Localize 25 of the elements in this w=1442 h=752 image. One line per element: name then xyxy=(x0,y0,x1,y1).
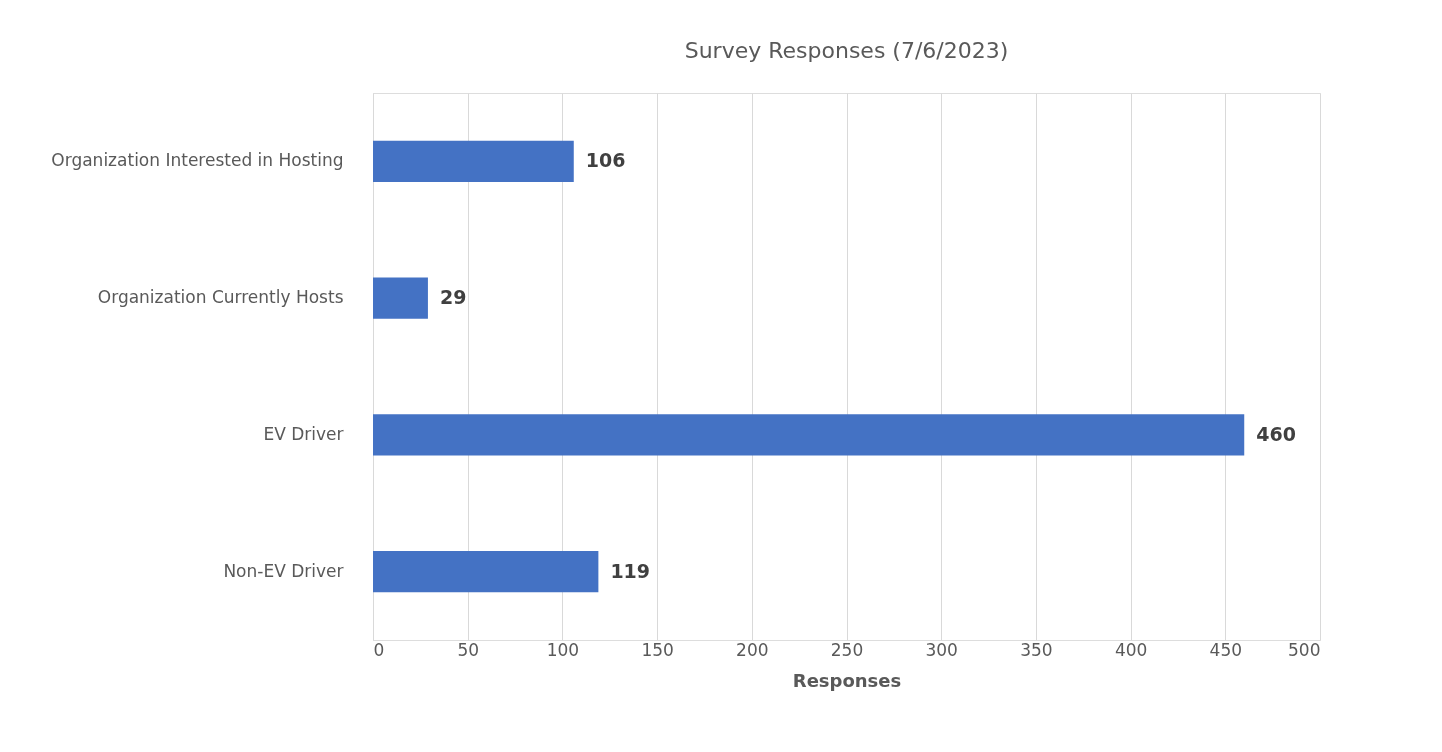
y-tick-label: EV Driver xyxy=(263,423,344,444)
x-tick-label: 450 xyxy=(1209,639,1243,660)
x-tick-label: 0 xyxy=(373,639,385,660)
data-label: 106 xyxy=(585,149,626,172)
x-tick-label: 350 xyxy=(1020,639,1053,660)
x-axis-title: Responses xyxy=(792,669,902,691)
y-tick-label: Organization Currently Hosts xyxy=(97,287,344,308)
bar xyxy=(373,277,428,319)
x-tick-label: 250 xyxy=(830,639,864,660)
x-tick-label: 500 xyxy=(1288,639,1321,660)
data-label: 119 xyxy=(610,559,651,582)
x-tick-label: 50 xyxy=(457,639,480,660)
bar xyxy=(373,140,574,182)
x-tick-label: 400 xyxy=(1114,639,1148,660)
x-tick-label: 100 xyxy=(546,639,580,660)
data-label: 460 xyxy=(1256,422,1296,445)
x-tick-label: 200 xyxy=(736,639,769,660)
x-tick-label: 300 xyxy=(925,639,958,660)
bar xyxy=(373,414,1245,456)
y-tick-label: Non-EV Driver xyxy=(223,560,344,581)
chart-title: Survey Responses (7/6/2023) xyxy=(684,38,1009,63)
x-tick-label: 150 xyxy=(641,639,674,660)
data-label: 29 xyxy=(439,286,467,309)
y-tick-label: Organization Interested in Hosting xyxy=(51,150,344,171)
bar xyxy=(373,551,599,593)
